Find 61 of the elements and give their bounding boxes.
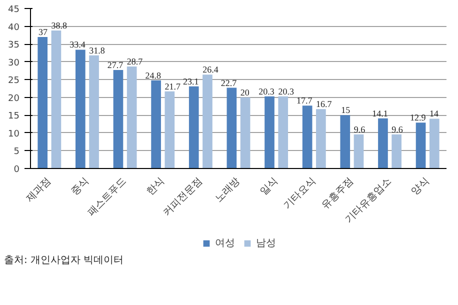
bar — [151, 80, 161, 168]
data-label: 12.9 — [410, 112, 426, 123]
data-label: 9.6 — [392, 124, 404, 134]
data-label: 31.8 — [89, 45, 106, 56]
y-tick-label: 15 — [8, 112, 20, 122]
bar — [188, 86, 199, 168]
bar — [38, 36, 48, 168]
x-tick-label: 중식 — [69, 176, 92, 198]
data-label: 37 — [38, 26, 48, 37]
legend-label: 여성 — [215, 237, 235, 250]
bar — [302, 106, 312, 168]
y-tick-label: 45 — [8, 5, 20, 15]
y-tick-label: 35 — [8, 40, 20, 51]
data-label: 17.7 — [296, 96, 313, 106]
data-label: 14 — [429, 108, 439, 119]
bar — [354, 134, 364, 168]
data-label: 16.7 — [316, 99, 332, 110]
y-tick-label: 0 — [14, 165, 20, 175]
data-label: 28.7 — [126, 56, 144, 66]
data-label: 20.3 — [278, 86, 294, 96]
y-tick-label: 30 — [8, 58, 20, 68]
x-tick-label: 일식 — [258, 176, 280, 198]
bar — [278, 96, 288, 168]
source-note: 출처: 개인사업자 빅데이터 — [4, 254, 124, 268]
bar — [264, 96, 274, 168]
bar — [164, 91, 175, 168]
bar — [416, 122, 426, 168]
legend-label: 남성 — [256, 237, 276, 250]
bar — [202, 74, 212, 168]
bar — [378, 118, 388, 168]
data-label: 38.8 — [51, 20, 68, 31]
bar — [89, 55, 99, 168]
data-label: 24.8 — [145, 70, 162, 80]
y-tick-label: 25 — [8, 76, 20, 86]
bar — [392, 134, 402, 168]
y-tick-label: 10 — [8, 129, 20, 140]
bar — [113, 70, 124, 168]
x-tick-label: 양식 — [410, 176, 432, 198]
data-label: 20 — [240, 87, 250, 98]
bar — [76, 50, 86, 168]
bar — [316, 109, 326, 168]
data-label: 26.4 — [202, 64, 219, 75]
bar — [340, 115, 350, 168]
y-tick-label: 5 — [14, 147, 20, 158]
y-tick-label: 40 — [8, 22, 20, 33]
data-label: 22.7 — [220, 78, 238, 88]
bar — [126, 66, 137, 168]
y-tick-label: 20 — [8, 94, 20, 104]
bar — [429, 118, 440, 168]
data-label: 20.3 — [258, 86, 275, 96]
data-label: 9.6 — [354, 124, 366, 134]
bar — [240, 97, 250, 168]
bar — [226, 88, 237, 168]
bar — [51, 30, 62, 168]
data-label: 33.4 — [70, 40, 86, 50]
data-label: 15 — [341, 105, 351, 116]
data-label: 27.7 — [107, 60, 124, 70]
data-label: 14.1 — [372, 108, 388, 118]
data-label: 23.1 — [183, 76, 199, 86]
data-label: 21.7 — [164, 81, 182, 92]
x-tick-label: 한식 — [144, 176, 167, 198]
